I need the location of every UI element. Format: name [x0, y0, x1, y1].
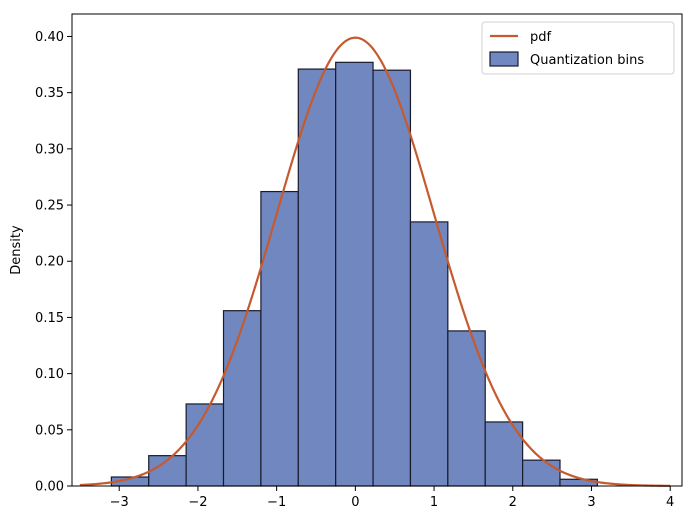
- histogram-bar: [260, 190, 299, 487]
- histogram-bar: [522, 459, 561, 487]
- histogram-bar: [335, 61, 374, 487]
- x-tick-label: −1: [267, 495, 286, 510]
- x-tick-label: −2: [188, 495, 207, 510]
- y-tick-label: 0.35: [35, 86, 64, 101]
- legend-pdf-label: pdf: [530, 30, 552, 45]
- y-tick-label: 0.10: [35, 367, 64, 382]
- x-axis-ticks: −3 −2 −1 0 1 2 3 4: [110, 486, 674, 510]
- histogram-bars: [110, 61, 598, 487]
- legend-box: [481, 21, 675, 75]
- histogram-bar: [185, 403, 225, 487]
- histogram-bar: [222, 310, 262, 487]
- y-tick-label: 0.05: [35, 423, 64, 438]
- y-tick-label: 0.25: [35, 199, 64, 214]
- y-tick-label: 0.30: [35, 142, 64, 157]
- histogram-bar: [297, 68, 337, 487]
- histogram-bar: [372, 69, 412, 487]
- x-tick-label: 2: [509, 495, 517, 510]
- legend: pdf Quantization bins: [481, 21, 675, 75]
- x-tick-label: 0: [351, 495, 359, 510]
- y-axis-title: Density: [9, 225, 24, 275]
- y-tick-label: 0.00: [35, 480, 64, 495]
- pdf-line: [79, 36, 671, 487]
- plot-frame: [71, 13, 683, 487]
- histogram-bar: [409, 221, 449, 487]
- y-axis-ticks: 0.00 0.05 0.10 0.15 0.20 0.25 0.30 0.35 0.40: [35, 30, 72, 495]
- x-tick-label: 3: [587, 495, 595, 510]
- x-tick-label: −3: [110, 495, 129, 510]
- legend-bins-label: Quantization bins: [530, 53, 644, 68]
- histogram-bar: [484, 421, 524, 487]
- y-tick-label: 0.15: [35, 311, 64, 326]
- y-tick-label: 0.20: [35, 255, 64, 270]
- legend-bins-swatch: [489, 51, 519, 67]
- y-tick-label: 0.40: [35, 30, 64, 45]
- x-tick-label: 1: [430, 495, 438, 510]
- x-tick-label: 4: [666, 495, 674, 510]
